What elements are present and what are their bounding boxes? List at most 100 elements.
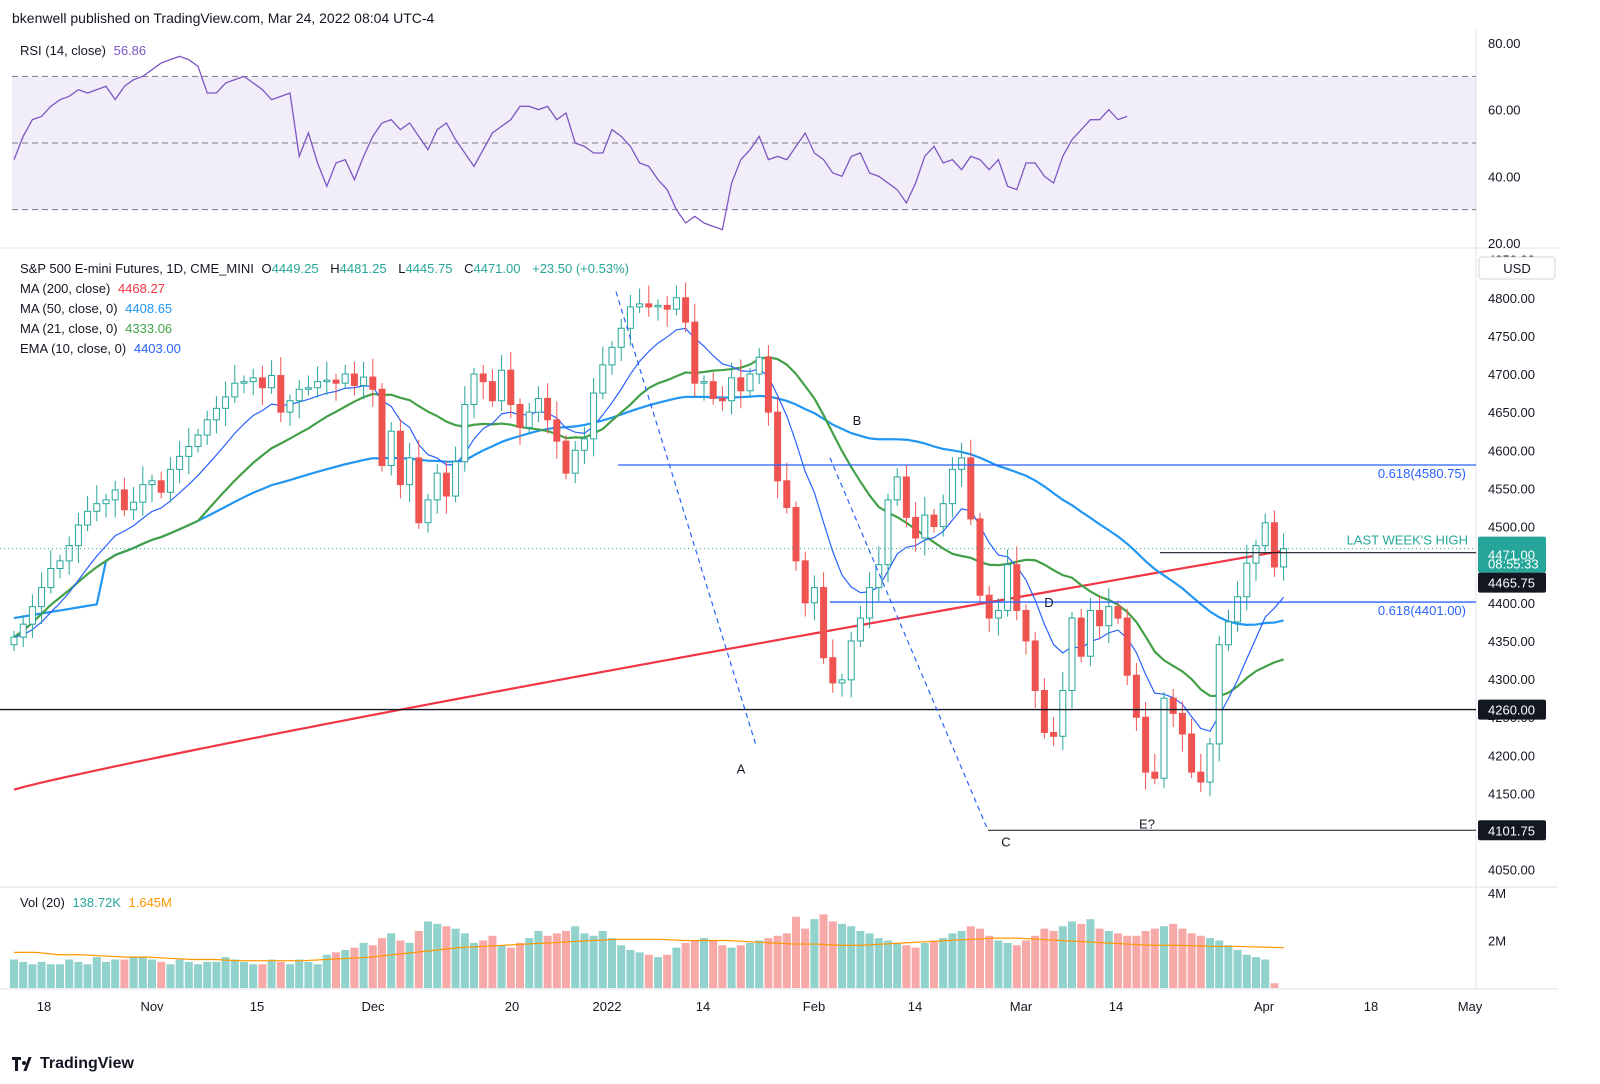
- candle-body: [185, 445, 193, 457]
- rsi-tick-label: 80.00: [1488, 36, 1521, 51]
- volume-bar: [1068, 921, 1076, 988]
- tradingview-logo[interactable]: TradingView: [12, 1055, 134, 1073]
- volume-bar: [654, 957, 662, 988]
- candle-body: [1013, 564, 1021, 611]
- candle-body: [912, 516, 920, 539]
- candle-body: [516, 404, 524, 428]
- candle-body: [387, 430, 395, 467]
- volume-bar: [1040, 928, 1049, 988]
- candle-body: [801, 560, 809, 604]
- candle-body: [948, 468, 956, 505]
- volume-bar: [792, 916, 800, 988]
- wave-label-b: B: [853, 413, 862, 428]
- volume-bar: [626, 950, 635, 988]
- candle-body: [553, 419, 561, 442]
- ema10-value: 4403.00: [133, 341, 181, 356]
- candle-body: [544, 397, 552, 421]
- volume-bar: [709, 940, 718, 988]
- candle-body: [967, 457, 975, 520]
- candle-body: [38, 587, 46, 608]
- volume-bar: [884, 940, 892, 988]
- candle-body: [323, 379, 331, 383]
- volume-bar: [28, 964, 37, 988]
- volume-bar: [368, 945, 377, 988]
- volume-bar: [138, 957, 147, 988]
- symbol-legend[interactable]: S&P 500 E-mini Futures, 1D, CME_MINI O44…: [20, 261, 633, 276]
- volume-legend[interactable]: Vol (20) 138.72K 1.645M: [20, 895, 176, 910]
- volume-bar: [819, 914, 828, 988]
- ma200-legend[interactable]: MA (200, close) 4468.27: [20, 281, 169, 296]
- volume-bar: [37, 961, 46, 988]
- last-price-tag-bg: [1478, 536, 1546, 573]
- volume-bar: [957, 931, 966, 988]
- time-tick-label: 18: [1364, 999, 1378, 1014]
- candle-body: [139, 484, 147, 503]
- volume-bar: [994, 940, 1003, 988]
- candle-body: [406, 457, 414, 486]
- candle-body: [626, 306, 634, 329]
- volume-bar: [451, 928, 460, 988]
- candle-body: [728, 377, 736, 402]
- candle-body: [249, 377, 257, 383]
- volume-bar: [893, 942, 902, 988]
- rsi-legend[interactable]: RSI (14, close) 56.86: [20, 43, 150, 58]
- candle-body: [1206, 743, 1214, 783]
- candle-body: [19, 623, 27, 638]
- candle-body: [1188, 733, 1196, 773]
- ma200-line: [13, 549, 1284, 791]
- volume-bar: [396, 940, 405, 988]
- volume-bar: [424, 921, 432, 988]
- ma50-legend[interactable]: MA (50, close, 0) 4408.65: [20, 301, 176, 316]
- candle-body: [571, 449, 579, 474]
- last-week-high-tag-bg: [1478, 572, 1546, 593]
- volume-bar: [681, 942, 690, 988]
- wave-label-c: C: [1001, 834, 1010, 849]
- candle-body: [599, 364, 607, 394]
- volume-bar: [1270, 983, 1279, 988]
- candle-body: [1270, 522, 1278, 568]
- candle-body: [479, 373, 487, 383]
- volume-bar: [10, 959, 18, 988]
- candle-body: [534, 397, 542, 413]
- ema10-legend[interactable]: EMA (10, close, 0) 4403.00: [20, 341, 185, 356]
- candle-body: [304, 387, 312, 390]
- volume-bar: [516, 942, 524, 988]
- candle-body: [378, 388, 386, 467]
- time-tick-label: Nov: [140, 999, 164, 1014]
- price-tick-label: 4050.00: [1488, 863, 1535, 878]
- candle-body: [580, 438, 588, 451]
- volume-bar: [948, 933, 957, 988]
- volume-bar: [1132, 935, 1141, 988]
- volume-bar: [488, 935, 497, 988]
- candle-body: [231, 382, 239, 398]
- candle-body: [1068, 617, 1076, 692]
- volume-bar: [985, 935, 994, 988]
- last-week-high-label: LAST WEEK'S HIGH: [1347, 533, 1468, 548]
- rsi-tick-label: 40.00: [1488, 169, 1521, 184]
- candle-body: [709, 381, 717, 399]
- candle-body: [47, 568, 55, 589]
- volume-bar: [608, 938, 616, 988]
- candle-body: [396, 430, 404, 486]
- candle-body: [433, 472, 441, 501]
- ma21-legend[interactable]: MA (21, close, 0) 4333.06: [20, 321, 176, 336]
- candle-body: [1004, 564, 1012, 611]
- volume-bar: [350, 947, 359, 988]
- candle-body: [875, 564, 883, 589]
- volume-bar: [1224, 945, 1233, 988]
- volume-bar: [1206, 938, 1214, 988]
- volume-bar: [102, 961, 110, 988]
- volume-bar: [1049, 931, 1058, 988]
- candle-body: [488, 381, 496, 402]
- candle-body: [130, 501, 138, 511]
- volume-bar: [525, 938, 534, 988]
- volume-bar: [1196, 935, 1205, 988]
- volume-bar: [1003, 942, 1012, 988]
- candle-body: [893, 476, 901, 501]
- volume-bar: [902, 945, 911, 988]
- volume-bar: [92, 957, 101, 988]
- candle-body: [28, 606, 36, 625]
- rsi-line: [13, 55, 1128, 231]
- candle-body: [461, 404, 469, 463]
